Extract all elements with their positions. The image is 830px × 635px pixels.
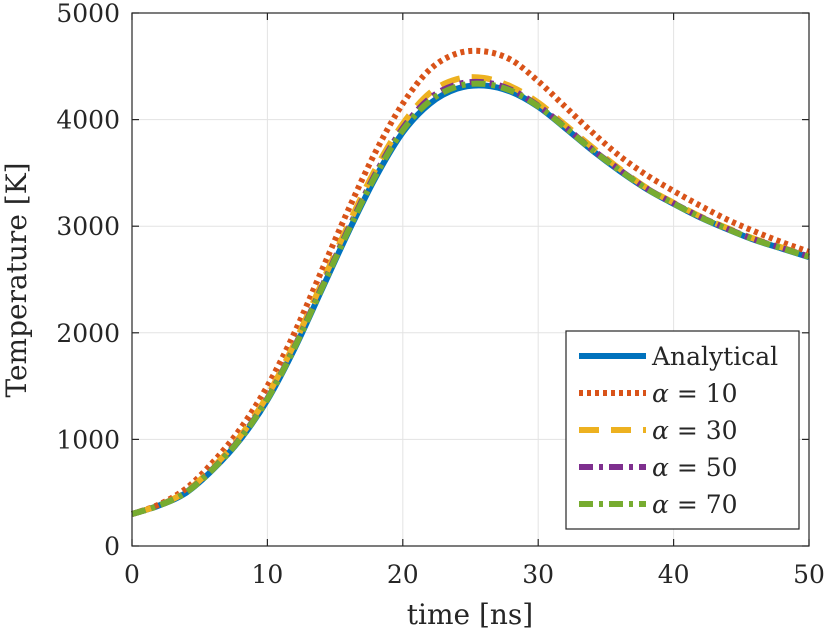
x-axis-label: time [ns] — [407, 598, 533, 631]
y-tick-label: 1000 — [56, 425, 120, 454]
plot-series — [130, 47, 810, 517]
legend-label-5: α = 70 — [652, 490, 738, 519]
x-tick-label: 0 — [124, 560, 140, 589]
series-line-5 — [131, 80, 810, 517]
y-tick-label: 2000 — [56, 319, 120, 348]
y-axis-label: Temperature [K] — [0, 162, 33, 397]
y-tick-label: 3000 — [56, 212, 120, 241]
x-tick-label: 40 — [658, 560, 690, 589]
legend: Analytical α = 10 α = 30 α = 50 α = 70 — [565, 330, 800, 530]
axis-ticks: 0 10 20 30 40 50 0 1000 2000 3000 4000 5000 — [56, 0, 825, 589]
y-tick-label: 5000 — [56, 0, 120, 28]
legend-label-1: Analytical — [651, 342, 778, 371]
y-tick-label: 4000 — [56, 106, 120, 135]
legend-label-4: α = 50 — [652, 453, 738, 482]
y-tick-label: 0 — [104, 532, 120, 561]
legend-label-3: α = 30 — [652, 416, 738, 445]
legend-box — [565, 330, 800, 530]
x-tick-label: 50 — [793, 560, 825, 589]
plot-frame — [131, 12, 810, 547]
legend-label-2: α = 10 — [652, 379, 738, 408]
x-tick-label: 10 — [251, 560, 283, 589]
x-tick-label: 20 — [387, 560, 419, 589]
series-line-2 — [130, 47, 810, 517]
x-tick-label: 30 — [522, 560, 554, 589]
